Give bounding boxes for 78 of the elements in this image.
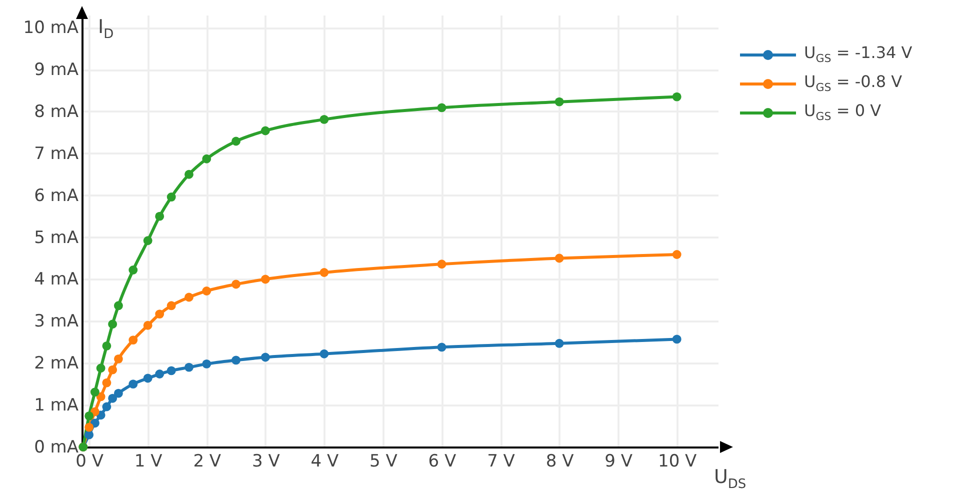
point — [143, 374, 152, 383]
x-tick-label: 9 V — [604, 452, 633, 472]
point — [232, 280, 240, 289]
point — [166, 366, 176, 376]
point — [437, 342, 446, 352]
point — [166, 192, 176, 202]
point — [672, 334, 682, 344]
point — [554, 97, 564, 106]
point — [102, 341, 112, 350]
point — [90, 388, 100, 397]
point — [128, 336, 138, 345]
x-tick-label: 4 V — [310, 452, 339, 472]
y-tick-label: 5 mA — [34, 228, 79, 248]
point — [155, 212, 164, 221]
y-tick-label: 3 mA — [34, 312, 79, 332]
point — [232, 356, 240, 365]
point — [202, 286, 212, 296]
x-axis-title: U$_{DS}$ — [714, 466, 746, 492]
point — [108, 320, 118, 329]
x-tick-label: 3 V — [252, 452, 280, 472]
x-tick-label: 7 V — [487, 452, 516, 472]
point — [184, 292, 194, 302]
x-tick-label: 6 V — [428, 452, 457, 472]
point — [84, 412, 94, 420]
point — [320, 268, 329, 277]
point — [114, 301, 123, 310]
point — [84, 422, 94, 432]
y-tick-label: 1 mA — [34, 396, 79, 416]
point — [184, 170, 194, 179]
point — [260, 126, 270, 136]
y-tick-label: 6 mA — [34, 186, 79, 206]
point — [108, 365, 118, 374]
legend-label: U$_{GS}$ = -0.8 V — [804, 72, 902, 95]
point — [143, 236, 152, 246]
point — [232, 136, 240, 146]
point — [320, 114, 329, 124]
x-tick-label: 5 V — [370, 452, 398, 472]
y-tick-label: 9 mA — [34, 60, 79, 80]
y-tick-label: 10 mA — [23, 18, 79, 38]
x-tick-label: 10 V — [658, 452, 698, 472]
point — [102, 378, 112, 388]
point — [184, 362, 194, 372]
y-tick-label: 4 mA — [34, 270, 79, 290]
point — [260, 352, 270, 362]
point — [437, 260, 446, 269]
point — [114, 354, 123, 364]
point — [554, 338, 564, 348]
point — [155, 310, 164, 319]
point — [90, 418, 100, 428]
point — [155, 370, 164, 378]
point — [320, 349, 329, 358]
x-tick-label: 8 V — [546, 452, 574, 472]
point — [202, 359, 212, 368]
point — [114, 388, 123, 398]
y-tick-label: 7 mA — [34, 144, 79, 164]
point — [166, 301, 176, 310]
point — [128, 380, 138, 389]
point — [554, 254, 564, 263]
legend-label: U$_{GS}$ = -1.34 V — [804, 43, 912, 66]
point — [437, 103, 446, 112]
point — [96, 392, 106, 402]
y-tick-label: 2 mA — [34, 354, 79, 374]
point — [128, 266, 138, 274]
point — [672, 250, 682, 259]
x-tick-label: 0 V — [76, 452, 104, 472]
x-tick-label: 2 V — [193, 452, 222, 472]
x-tick-label: 1 V — [134, 452, 163, 472]
point — [84, 430, 94, 440]
legend-label: U$_{GS}$ = 0 V — [804, 101, 882, 124]
point — [96, 364, 106, 373]
point — [108, 394, 118, 403]
point — [202, 154, 212, 164]
point — [102, 402, 112, 412]
point — [260, 274, 270, 284]
y-axis-title: I$_{D}$ — [98, 16, 114, 42]
y-tick-label: 8 mA — [34, 102, 79, 122]
point — [672, 92, 682, 102]
point — [143, 320, 152, 330]
